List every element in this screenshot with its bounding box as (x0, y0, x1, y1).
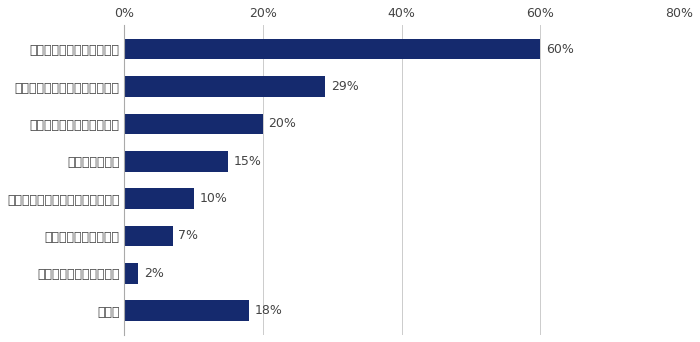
Bar (125, 226, 173, 246)
Text: 29%: 29% (331, 80, 358, 93)
Bar (125, 188, 194, 209)
Bar (125, 39, 540, 60)
Text: 15%: 15% (234, 155, 262, 168)
Bar (125, 114, 263, 134)
Bar (125, 76, 326, 97)
Text: 7%: 7% (178, 229, 198, 242)
Text: 18%: 18% (255, 304, 283, 317)
Bar (125, 151, 228, 172)
Text: 2%: 2% (144, 267, 164, 280)
Text: 60%: 60% (546, 43, 574, 56)
Text: 20%: 20% (269, 117, 296, 130)
Bar (125, 263, 138, 284)
Bar (125, 300, 249, 321)
Text: 10%: 10% (199, 192, 227, 205)
